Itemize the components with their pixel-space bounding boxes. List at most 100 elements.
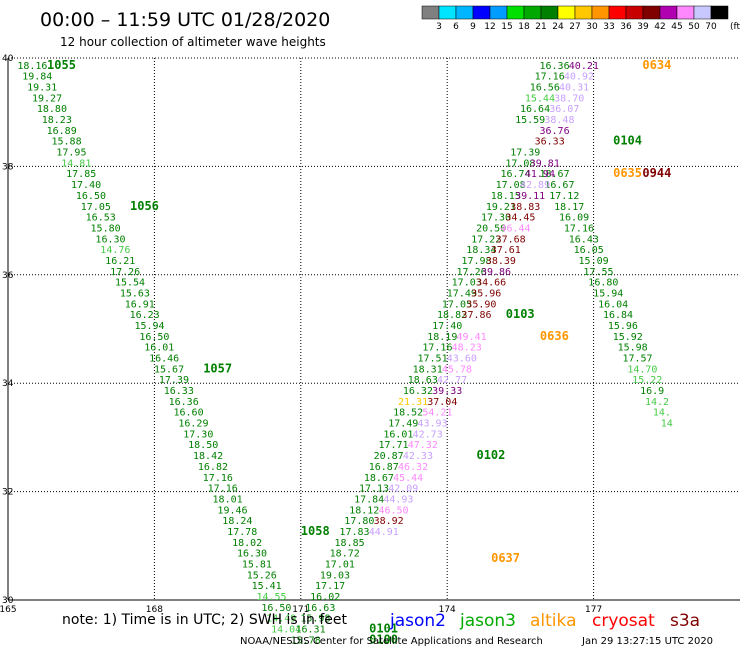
swh-value-label: 41.94	[525, 169, 555, 180]
color-scale-label: 12	[484, 22, 495, 32]
swh-value-label: 36.07	[549, 104, 579, 115]
swh-value-label: 37.61	[491, 245, 521, 256]
swh-value-label: 17.13	[359, 484, 389, 495]
swh-value-label: 18.67	[540, 169, 570, 180]
swh-value-label: 15.92	[613, 332, 643, 343]
swh-value-label: 14.76	[100, 245, 130, 256]
swh-value-label: 17.40	[71, 180, 101, 191]
swh-value-label: 18.80	[37, 104, 67, 115]
swh-value-label: 38.48	[544, 115, 574, 126]
swh-value-label: 16.50	[261, 603, 291, 614]
swh-value-label: 16.33	[164, 386, 194, 397]
swh-value-label: 18.23	[42, 115, 72, 126]
swh-value-label: 17.30	[183, 429, 213, 440]
swh-value-label: 16.21	[105, 256, 135, 267]
swh-value-label: 14.49	[266, 614, 296, 625]
swh-value-label: 16.80	[588, 278, 618, 289]
swh-value-label: 19.46	[217, 505, 247, 516]
swh-value-label: 16.53	[86, 213, 116, 224]
color-scale-label: 24	[552, 22, 564, 32]
color-swatch	[540, 5, 559, 20]
swh-value-label: 37.68	[496, 234, 526, 245]
swh-value-label: 16.63	[305, 603, 335, 614]
swh-value-label: 46.32	[398, 462, 428, 473]
swh-value-label: 17.49	[388, 419, 418, 430]
color-swatch	[557, 5, 576, 20]
swh-value-label: 45.44	[393, 473, 423, 484]
footer-time: Jan 29 13:27:15 UTC 2020	[581, 636, 713, 647]
pass-time-label: 1055	[47, 58, 76, 72]
swh-value-label: 18.17	[554, 202, 584, 213]
color-scale-label: 9	[470, 22, 476, 32]
swh-value-label: 15.59	[515, 115, 545, 126]
color-scale-label: 6	[453, 22, 459, 32]
swh-value-label: 14.04	[271, 625, 301, 636]
swh-value-label: 16.32	[403, 386, 433, 397]
swh-value-label: 37.04	[427, 397, 457, 408]
swh-value-label: 34.45	[505, 213, 535, 224]
swh-value-label: 16.84	[603, 310, 633, 321]
swh-value-label: 18.34	[466, 245, 496, 256]
swh-value-label: 16.09	[559, 213, 589, 224]
swh-value-label: 17.22	[471, 234, 501, 245]
swh-value-label: 19.27	[32, 93, 62, 104]
color-swatch	[438, 5, 457, 20]
swh-value-label: 18.16	[17, 61, 47, 72]
chart-subtitle: 12 hour collection of altimeter wave hei…	[60, 35, 326, 49]
swh-value-label: 21.31	[398, 397, 428, 408]
swh-value-label: 17.84	[354, 494, 384, 505]
swh-value-label: 18.82	[437, 310, 467, 321]
swh-value-label: 18.42	[193, 451, 223, 462]
swh-value-label: 18.12	[349, 505, 379, 516]
swh-value-label: 43.93	[418, 419, 448, 430]
swh-value-label: 15.44	[525, 93, 555, 104]
color-scale-label: 21	[535, 22, 546, 32]
swh-value-label: 42.09	[388, 484, 418, 495]
swh-value-label: 17.95	[56, 148, 86, 159]
swh-value-label: 18.19	[427, 332, 457, 343]
color-swatch	[693, 5, 712, 20]
swh-value-label: 17.26	[110, 267, 140, 278]
swh-value-label: 19.84	[22, 72, 52, 83]
swh-value-label: 46.44	[500, 223, 530, 234]
swh-value-label: 17.98	[461, 256, 491, 267]
swh-value-label: 18.63	[408, 375, 438, 386]
color-scale-label: 15	[501, 22, 512, 32]
color-swatch	[523, 5, 542, 20]
swh-value-label: 18.67	[364, 473, 394, 484]
pass-time-label: 1056	[130, 199, 159, 213]
swh-value-label: 45.78	[442, 364, 472, 375]
swh-value-label: 14.70	[627, 364, 657, 375]
pass-time-label: 0637	[491, 551, 520, 565]
swh-value-label: 40.92	[564, 72, 594, 83]
satellite-legend-item: jason2	[389, 611, 446, 631]
swh-value-label: 15.98	[300, 614, 330, 625]
pass-time-label: 0101	[369, 622, 398, 636]
color-swatch	[574, 5, 593, 20]
swh-value-label: 17.83	[339, 527, 369, 538]
swh-value-label: 17.16	[422, 343, 452, 354]
swh-value-label: 14.55	[256, 592, 286, 603]
swh-value-label: 35.90	[466, 299, 496, 310]
color-swatch	[455, 5, 474, 20]
swh-value-label: 19.03	[320, 570, 350, 581]
swh-value-label: 16.01	[383, 429, 413, 440]
swh-value-label: 16.02	[310, 592, 340, 603]
swh-value-label: 44.91	[369, 527, 399, 538]
swh-value-label: 17.51	[418, 354, 448, 365]
swh-value-label: 42.77	[437, 375, 467, 386]
color-scale-label: 50	[688, 22, 700, 32]
swh-value-label: 17.05	[442, 299, 472, 310]
swh-value-label: 36.33	[535, 137, 565, 148]
swh-value-label: 16.89	[47, 126, 77, 137]
swh-value-label: 16.43	[569, 234, 599, 245]
pass-time-label: 0635	[613, 166, 642, 180]
color-scale-unit: (ft)	[730, 22, 740, 32]
swh-value-label: 16.05	[574, 245, 604, 256]
swh-value-label: 18.72	[330, 549, 360, 560]
color-swatch	[659, 5, 678, 20]
axis-ticks: 165 168 171 174 177 30 32 34 36 38 40	[0, 54, 602, 615]
pass-time-label: 1057	[203, 361, 232, 375]
swh-value-label: 47.32	[408, 440, 438, 451]
swh-value-label: 46.50	[378, 505, 408, 516]
